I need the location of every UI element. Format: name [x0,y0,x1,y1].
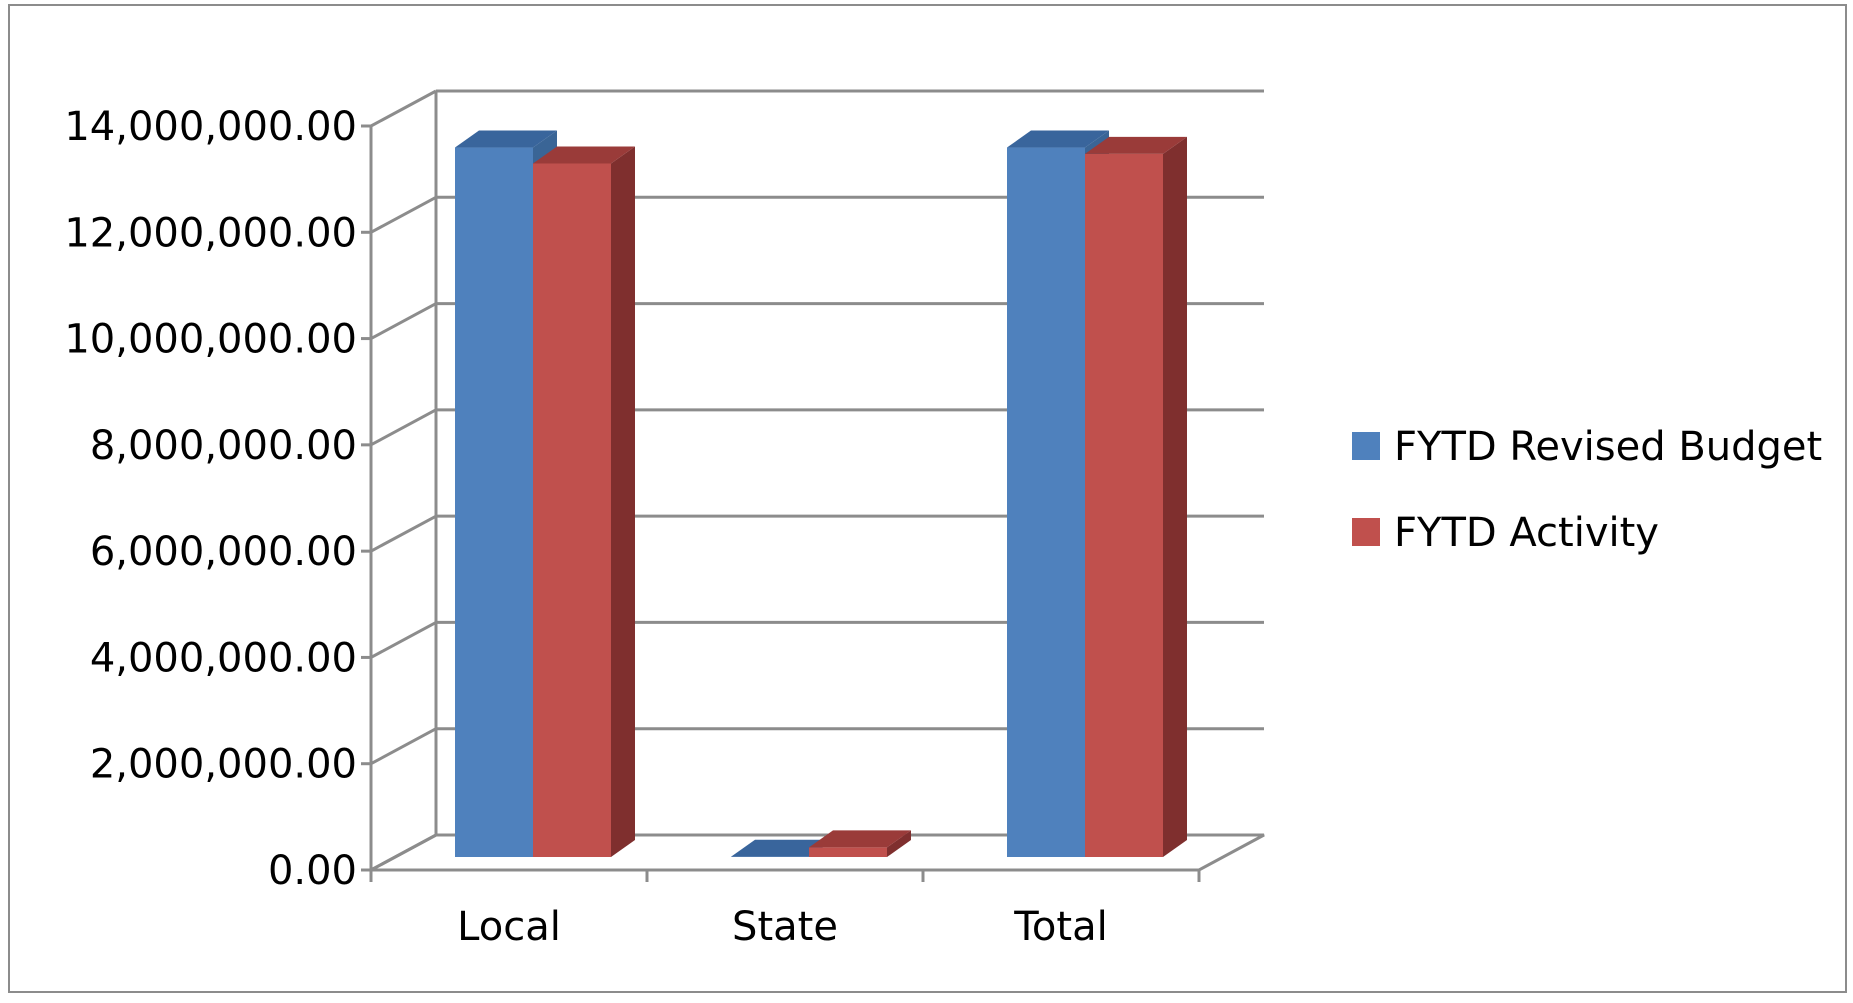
legend-item-2: FYTD Activity [1352,510,1659,556]
chart-svg: 0.00 2,000,000.00 4,000,000.00 6,000,000.00… [10,6,1853,1003]
legend-swatch [1352,518,1380,546]
x-tick-label-state: State [732,904,838,950]
legend-label: FYTD Revised Budget [1394,424,1822,470]
bar-total-series-1[interactable] [1007,148,1085,857]
gridline-diagonal [371,304,436,339]
legend-item-1: FYTD Revised Budget [1352,424,1822,470]
y-tick-label: 0.00 [268,848,357,894]
y-tick-label: 2,000,000.00 [90,742,357,788]
gridline-diagonal [371,622,436,657]
y-tick-label: 6,000,000.00 [90,529,357,575]
y-tick-label: 8,000,000.00 [90,423,357,469]
y-tick-label: 4,000,000.00 [90,635,357,681]
gridline-diagonal [371,410,436,445]
bar-total-series-2[interactable] [1085,154,1163,857]
bars-layer [455,131,1187,857]
x-tick-label-total: Total [1013,904,1107,950]
bar-side-local-series-2 [611,146,635,857]
bar-state-series-2[interactable] [809,847,887,857]
y-tick-label: 14,000,000.00 [64,104,357,150]
bar-side-total-series-2 [1163,137,1187,857]
x-tick-label-local: Local [457,904,561,950]
bar-local-series-1[interactable] [455,148,533,857]
bar-local-series-2[interactable] [533,163,611,857]
gridline-diagonal [371,197,436,232]
gridline-diagonal [371,729,436,764]
legend-label: FYTD Activity [1394,510,1659,556]
gridline-diagonal [371,835,436,870]
chart-frame: 0.00 2,000,000.00 4,000,000.00 6,000,000.00… [8,4,1847,993]
legend-swatch [1352,432,1380,460]
gridline-diagonal [371,91,436,126]
y-tick-label: 12,000,000.00 [64,210,357,256]
y-tick-label: 10,000,000.00 [64,317,357,363]
legend: FYTD Revised Budget FYTD Activity [1352,424,1822,556]
gridline-diagonal [371,516,436,551]
